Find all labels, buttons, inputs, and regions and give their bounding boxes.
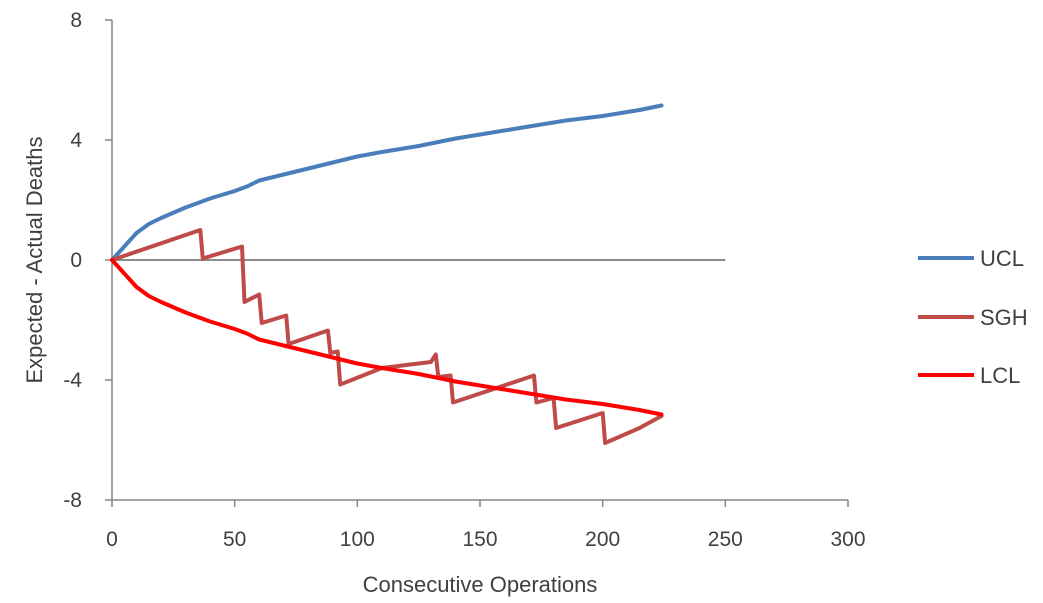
y-tick-label: 8 xyxy=(70,9,82,32)
series-line-ucl xyxy=(110,103,664,262)
y-tick-label: 0 xyxy=(70,249,82,272)
x-tick-label: 300 xyxy=(830,528,865,551)
legend-label-sgh: SGH xyxy=(980,305,1028,330)
x-tick-label: 250 xyxy=(708,528,743,551)
x-tick-label: 0 xyxy=(106,528,118,551)
series-line-sgh xyxy=(110,228,664,445)
x-tick-label: 150 xyxy=(462,528,497,551)
legend-label-lcl: LCL xyxy=(980,363,1020,388)
series-layer xyxy=(110,103,664,445)
series-line-lcl xyxy=(110,258,664,417)
y-tick-label: 4 xyxy=(70,129,82,152)
y-ticks: 8 4 0 -4 -8 xyxy=(63,9,112,512)
y-tick-label: -8 xyxy=(63,489,82,512)
x-tick-label: 200 xyxy=(585,528,620,551)
legend: UCL SGH LCL xyxy=(918,246,1028,388)
x-tick-label: 50 xyxy=(223,528,246,551)
y-axis-title: Expected - Actual Deaths xyxy=(22,136,47,383)
y-tick-label: -4 xyxy=(63,369,82,392)
x-tick-label: 100 xyxy=(340,528,375,551)
x-ticks: 0 50 100 150 200 250 300 xyxy=(106,500,866,551)
axes: 8 4 0 -4 -8 0 50 100 150 200 250 300 xyxy=(63,9,865,551)
x-axis-title: Consecutive Operations xyxy=(363,572,598,597)
legend-label-ucl: UCL xyxy=(980,246,1024,271)
